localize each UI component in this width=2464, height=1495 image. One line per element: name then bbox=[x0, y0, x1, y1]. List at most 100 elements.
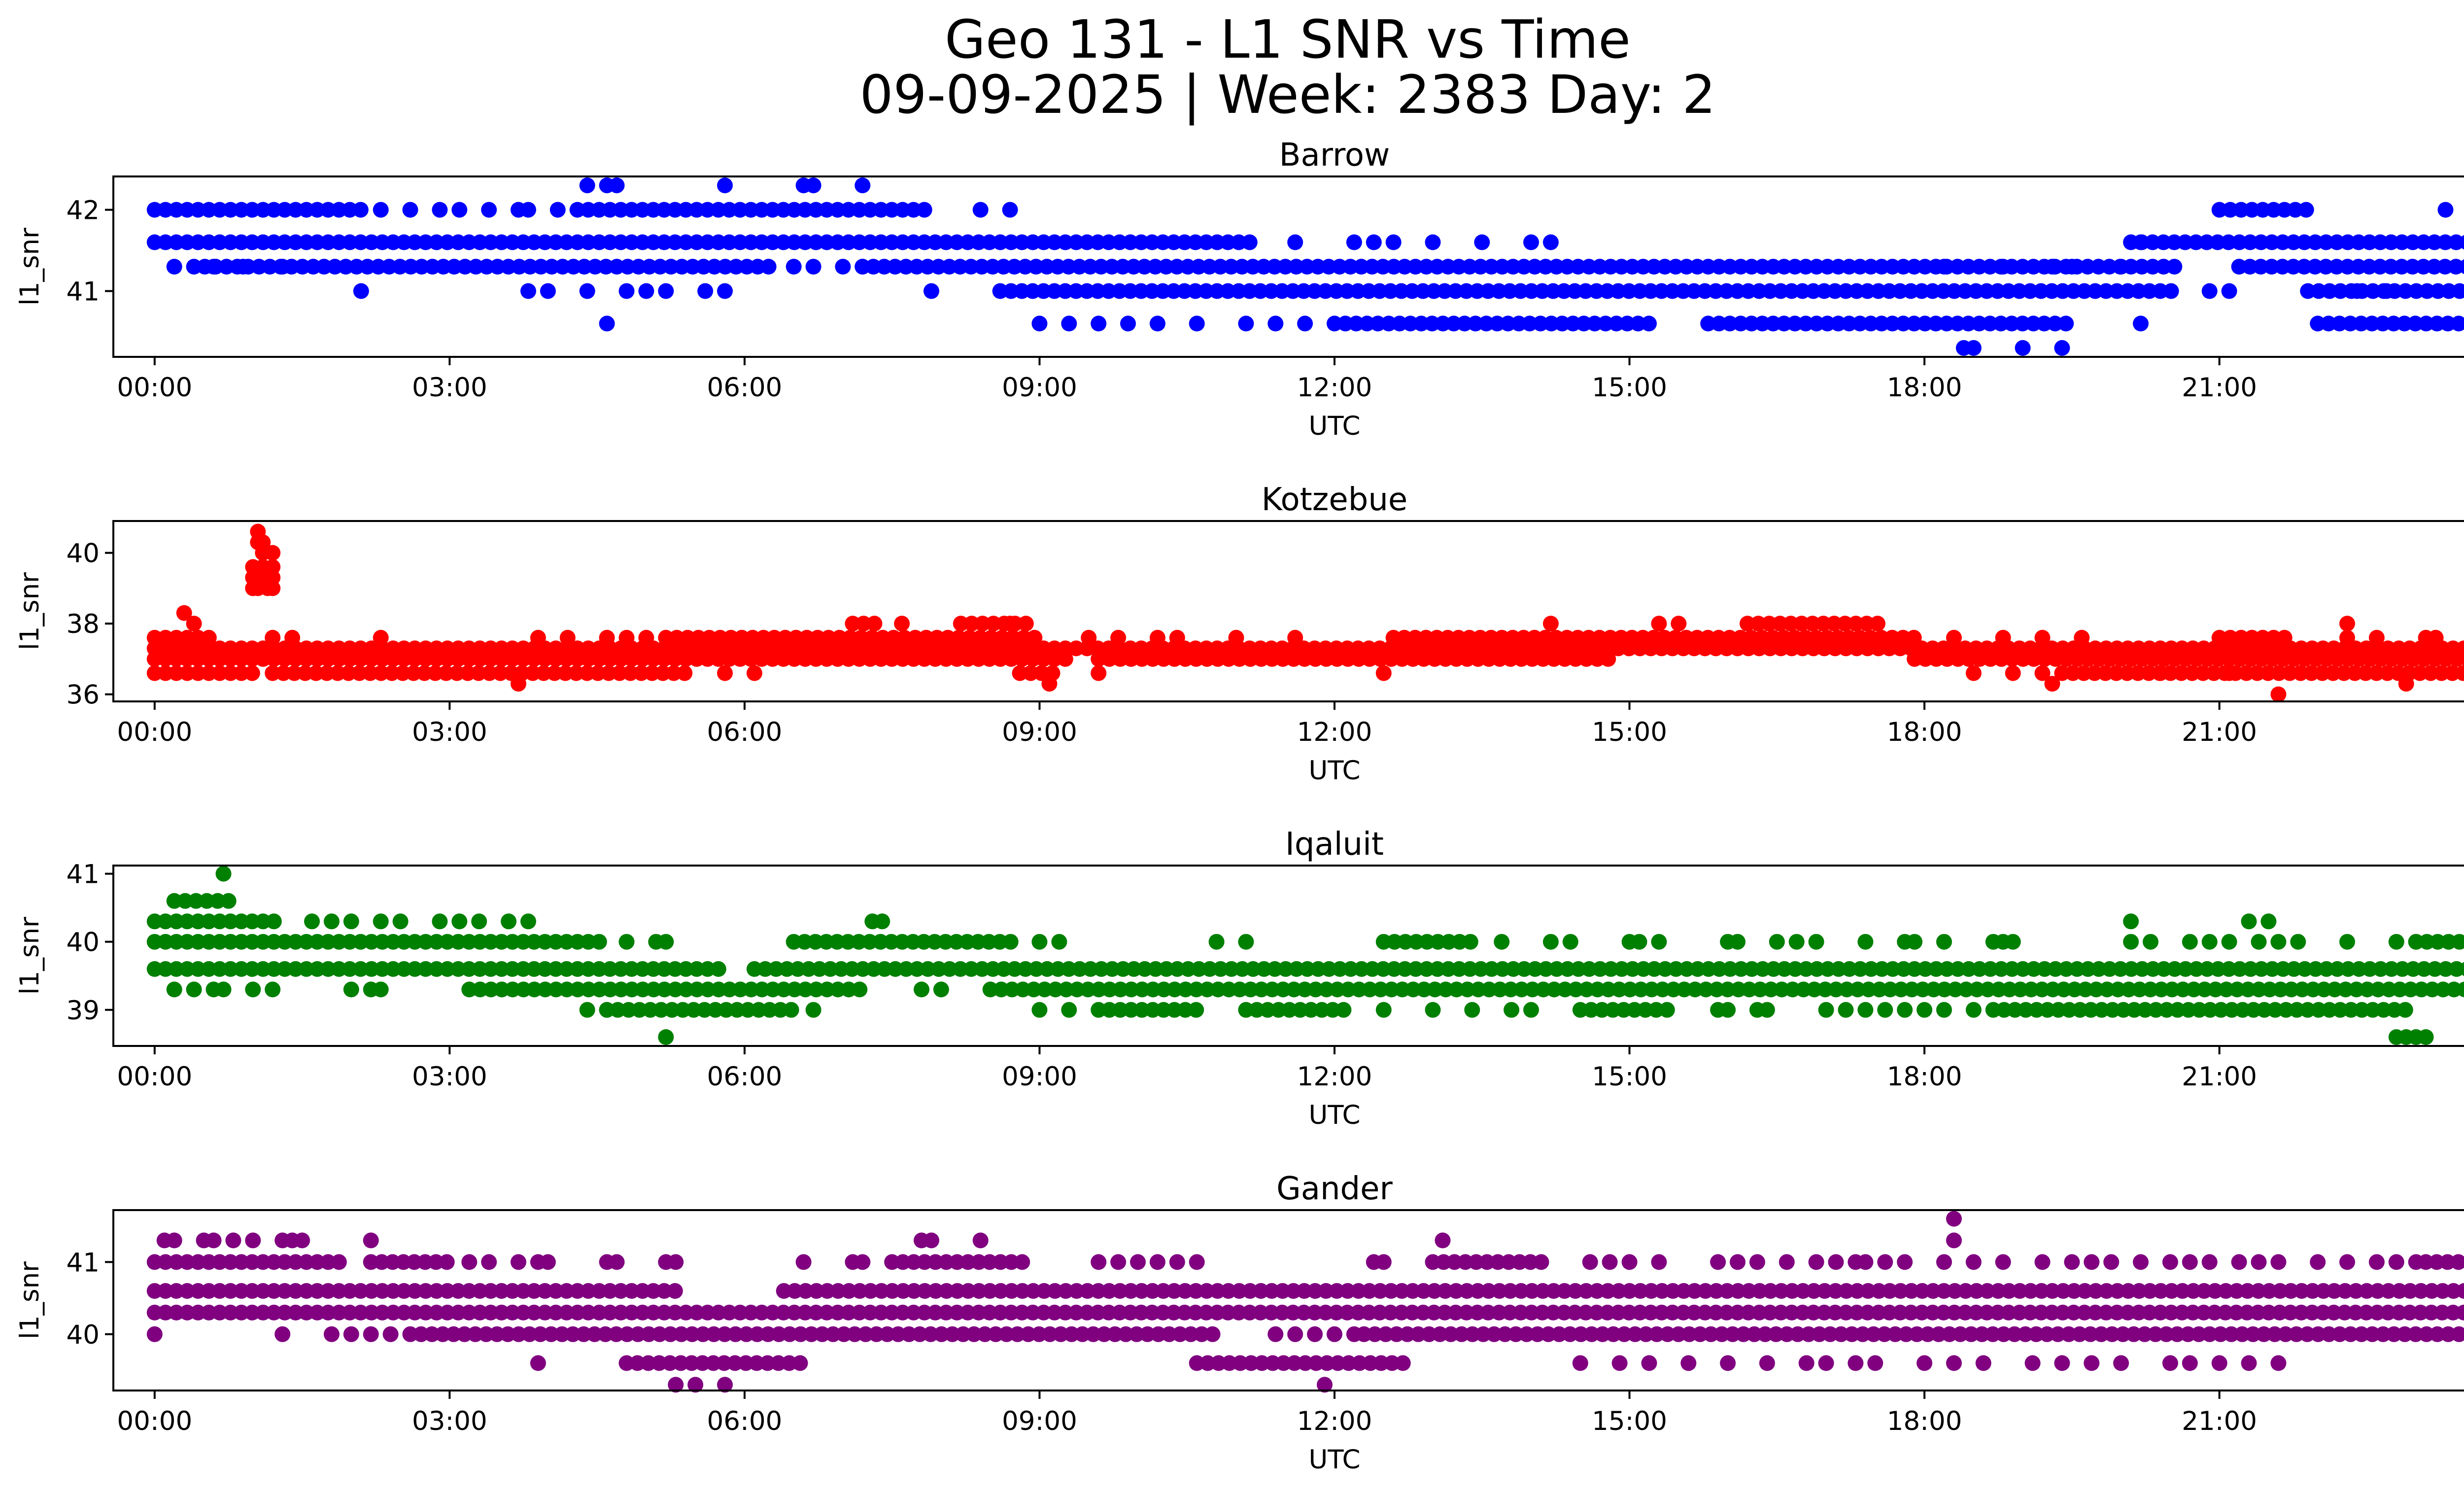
data-point bbox=[2379, 665, 2396, 681]
data-point bbox=[819, 1304, 835, 1321]
data-point bbox=[2036, 315, 2053, 332]
data-point bbox=[992, 934, 1008, 950]
data-point bbox=[522, 259, 538, 275]
data-point bbox=[2044, 1304, 2060, 1321]
data-point bbox=[374, 961, 390, 977]
data-point bbox=[689, 981, 705, 998]
data-point bbox=[1830, 315, 1847, 332]
x-tick-label: 00:00 bbox=[117, 1406, 192, 1436]
data-point bbox=[609, 259, 625, 275]
data-point bbox=[2012, 981, 2028, 998]
data-point bbox=[1172, 1326, 1188, 1342]
data-point bbox=[2351, 651, 2367, 667]
data-point bbox=[1873, 629, 1889, 646]
data-point bbox=[320, 1254, 336, 1270]
data-point bbox=[1610, 1283, 1627, 1299]
data-point bbox=[211, 651, 228, 667]
data-point bbox=[2088, 1283, 2104, 1299]
data-point bbox=[166, 1232, 182, 1249]
data-point bbox=[2098, 1304, 2114, 1321]
data-point bbox=[1630, 315, 1646, 332]
data-point bbox=[883, 934, 899, 950]
data-point bbox=[706, 1326, 722, 1342]
data-point bbox=[1459, 981, 1475, 998]
data-point bbox=[2353, 1326, 2369, 1342]
data-point bbox=[1136, 961, 1153, 977]
data-point bbox=[992, 651, 1008, 667]
data-point bbox=[2372, 259, 2388, 275]
data-point bbox=[1016, 629, 1032, 646]
data-point bbox=[1730, 934, 1745, 950]
data-point bbox=[1884, 315, 1901, 332]
data-point bbox=[1946, 1355, 1962, 1371]
x-tick-label: 09:00 bbox=[1002, 373, 1077, 403]
data-point bbox=[417, 1304, 434, 1321]
data-point bbox=[439, 1304, 455, 1321]
data-point bbox=[1589, 981, 1606, 998]
data-point bbox=[1464, 1002, 1480, 1018]
data-point bbox=[2427, 961, 2443, 977]
data-point bbox=[1144, 234, 1160, 250]
data-point bbox=[2090, 259, 2107, 275]
data-point bbox=[558, 651, 575, 667]
data-point bbox=[1939, 315, 1955, 332]
data-point bbox=[1296, 1304, 1312, 1321]
data-point bbox=[1765, 259, 1781, 275]
data-point bbox=[2123, 961, 2139, 977]
data-point bbox=[634, 651, 650, 667]
data-point bbox=[1995, 1326, 2012, 1342]
data-point bbox=[190, 651, 206, 667]
data-point bbox=[865, 961, 882, 977]
data-point bbox=[656, 1283, 672, 1299]
data-point bbox=[2115, 1002, 2131, 1018]
data-point bbox=[2093, 1326, 2109, 1342]
data-point bbox=[1027, 629, 1043, 646]
data-point bbox=[1285, 1304, 1301, 1321]
data-point bbox=[331, 1283, 347, 1299]
data-point bbox=[1274, 1283, 1291, 1299]
series-kotzebue bbox=[146, 523, 2464, 702]
data-point bbox=[1613, 961, 1630, 977]
data-point bbox=[146, 665, 163, 681]
data-point bbox=[233, 961, 249, 977]
data-point bbox=[963, 616, 980, 632]
data-point bbox=[2380, 1304, 2396, 1321]
data-point bbox=[1917, 315, 1933, 332]
data-point bbox=[1025, 1304, 1041, 1321]
data-point bbox=[1169, 629, 1185, 646]
data-point bbox=[959, 934, 975, 950]
data-point bbox=[2444, 665, 2461, 681]
data-point bbox=[168, 1304, 184, 1321]
data-point bbox=[526, 651, 542, 667]
data-point bbox=[2423, 1304, 2439, 1321]
data-point bbox=[1968, 1304, 1984, 1321]
data-point bbox=[760, 259, 777, 275]
data-point bbox=[352, 1304, 369, 1321]
data-point bbox=[2250, 1304, 2266, 1321]
data-point bbox=[1002, 616, 1018, 632]
x-tick-label: 18:00 bbox=[1887, 1406, 1962, 1436]
data-point bbox=[1857, 934, 1874, 950]
data-point bbox=[840, 651, 856, 667]
data-point bbox=[2199, 651, 2216, 667]
data-point bbox=[721, 1304, 737, 1321]
data-point bbox=[1306, 283, 1323, 299]
data-point bbox=[2304, 1283, 2321, 1299]
data-point bbox=[717, 1326, 733, 1342]
data-point bbox=[330, 665, 346, 681]
data-point bbox=[1776, 315, 1792, 332]
data-point bbox=[1751, 1304, 1767, 1321]
data-point bbox=[1375, 1254, 1392, 1270]
data-point bbox=[2025, 961, 2042, 977]
data-point bbox=[732, 202, 748, 218]
data-point bbox=[2456, 1283, 2464, 1299]
data-point bbox=[1035, 651, 1052, 667]
data-point bbox=[845, 616, 861, 632]
data-point bbox=[2199, 234, 2215, 250]
data-point bbox=[1481, 651, 1497, 667]
data-point bbox=[1548, 259, 1565, 275]
data-point bbox=[1993, 651, 2010, 667]
data-point bbox=[2392, 981, 2408, 998]
data-point bbox=[2131, 1283, 2147, 1299]
data-point bbox=[2296, 234, 2313, 250]
